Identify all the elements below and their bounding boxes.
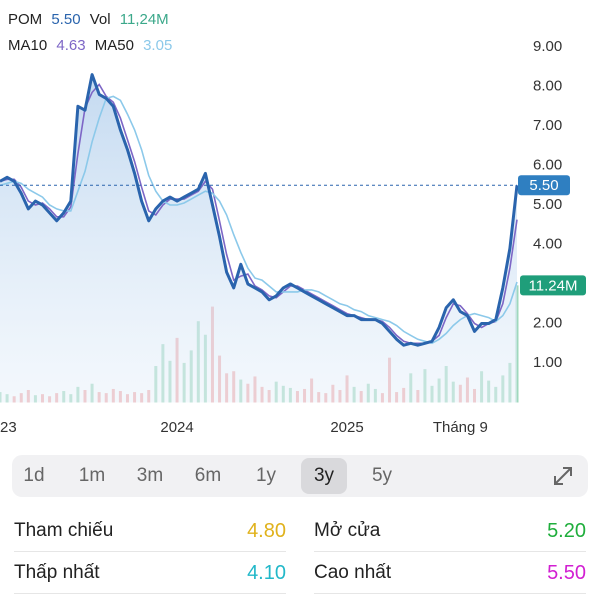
stat-value: 4.80 — [247, 520, 286, 542]
expand-icon[interactable] — [552, 465, 574, 487]
legend-value: 5.50 — [51, 11, 80, 28]
stat-value: 5.50 — [547, 562, 586, 584]
stat-label: Tham chiếu — [14, 520, 114, 541]
range-tab[interactable]: 3m — [136, 465, 164, 486]
legend-name: POM — [8, 11, 42, 28]
stat-row: Tham chiếu 4.80 — [14, 511, 286, 552]
x-tick-label: 2025 — [330, 419, 363, 436]
y-tick-label: 5.00 — [533, 196, 562, 213]
y-tick-label: 2.00 — [533, 314, 562, 331]
stat-row: Mở cửa 5.20 — [314, 511, 586, 552]
legend-name: MA50 — [95, 37, 134, 54]
range-tab[interactable]: 1d — [23, 465, 45, 486]
legend-value: 11,24M — [120, 11, 169, 28]
legend-value: 3.05 — [143, 37, 172, 54]
range-tab[interactable]: 1m — [78, 465, 106, 486]
legend-value: 4.63 — [56, 37, 85, 54]
range-tab[interactable]: 5y — [371, 465, 393, 486]
current-volume-label: 11.24M — [529, 277, 578, 294]
stat-label: Thấp nhất — [14, 562, 100, 583]
stat-row: Thấp nhất 4.10 — [14, 553, 286, 594]
x-tick-label: 2023 — [0, 419, 17, 436]
y-tick-label: 4.00 — [533, 235, 562, 252]
current-volume-box — [520, 275, 586, 296]
stat-row: Cao nhất 5.50 — [314, 553, 586, 594]
price-line — [0, 73, 519, 347]
y-tick-label: 7.00 — [533, 117, 562, 134]
y-tick-label: 8.00 — [533, 77, 562, 94]
legend-row: POM 5.50 Vol 11,24M — [8, 11, 169, 28]
stat-label: Cao nhất — [314, 562, 392, 583]
current-price-label: 5.50 — [529, 177, 558, 194]
y-tick-label: 1.00 — [533, 354, 562, 371]
legend-name: MA10 — [8, 37, 47, 54]
chart: POM 5.50 Vol 11,24M MA10 4.63 MA50 3.05 … — [0, 11, 586, 436]
stat-value: 5.20 — [547, 520, 586, 542]
range-tabs: 1d 1m 3m 6m 1y 3y 5y — [12, 455, 588, 497]
stat-value: 4.10 — [247, 562, 286, 584]
y-tick-label: 9.00 — [533, 38, 562, 55]
x-tick-label: 2024 — [160, 419, 193, 436]
current-price-box — [518, 175, 570, 196]
range-tab[interactable]: 6m — [194, 465, 222, 486]
y-tick-label: 6.00 — [533, 156, 562, 173]
stat-label: Mở cửa — [314, 520, 381, 541]
legend-name: Vol — [90, 11, 111, 28]
range-tab[interactable]: 1y — [255, 465, 277, 486]
range-tab[interactable]: 3y — [301, 458, 347, 494]
legend-row: MA10 4.63 MA50 3.05 — [8, 37, 172, 54]
x-tick-label: Tháng 9 — [433, 419, 488, 436]
